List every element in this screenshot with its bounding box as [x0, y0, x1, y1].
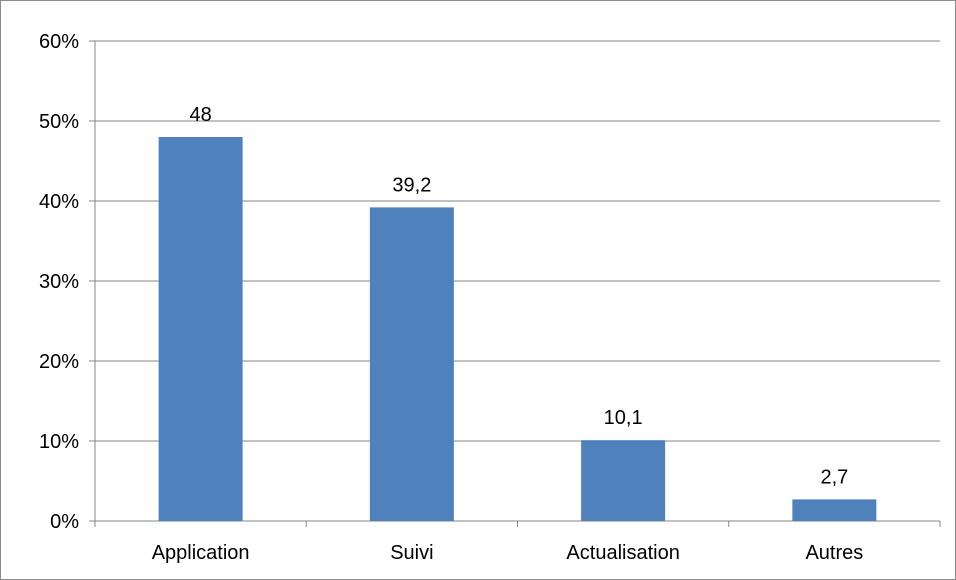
bar-actualisation: [581, 440, 666, 521]
x-category-label: Actualisation: [566, 542, 679, 564]
y-tick-label: 20%: [39, 351, 79, 373]
bars: [158, 137, 877, 521]
y-tick-label: 0%: [50, 511, 79, 533]
data-label: 10,1: [604, 407, 643, 429]
y-tick-label: 10%: [39, 431, 79, 453]
x-category-label: Suivi: [390, 542, 433, 564]
bar-application: [158, 137, 243, 521]
bar-autres: [792, 499, 877, 521]
y-tick-label: 40%: [39, 191, 79, 213]
labels: 0% 10% 20% 30% 40% 50% 60% 48 Application 39,2 Sui…: [39, 31, 863, 564]
y-tick-label: 60%: [39, 31, 79, 53]
bar-suivi: [369, 207, 454, 521]
x-category-label: Application: [152, 542, 250, 564]
data-label: 39,2: [392, 174, 431, 196]
data-label: 2,7: [820, 466, 848, 488]
y-tick-label: 50%: [39, 111, 79, 133]
x-category-label: Autres: [805, 542, 863, 564]
data-label: 48: [190, 104, 212, 126]
y-tick-label: 30%: [39, 271, 79, 293]
